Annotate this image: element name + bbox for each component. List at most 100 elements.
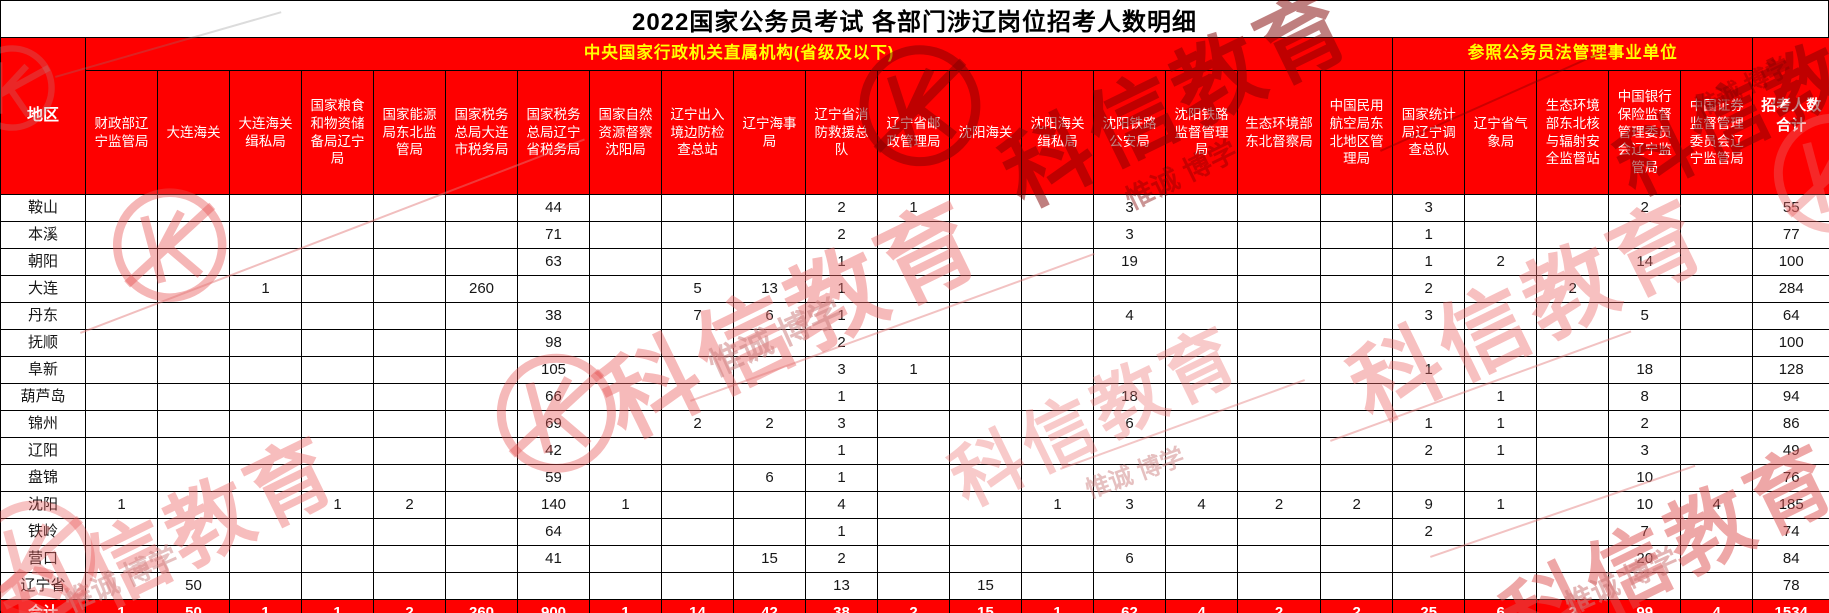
value-cell	[157, 275, 230, 303]
value-cell: 2	[1237, 599, 1321, 613]
value-cell	[445, 302, 518, 330]
value-cell	[949, 248, 1022, 276]
value-cell	[1680, 275, 1754, 303]
value-cell	[1319, 410, 1394, 438]
region-cell: 辽宁省	[0, 572, 86, 600]
value-cell: 8	[1608, 383, 1682, 411]
value-cell	[661, 194, 734, 222]
value-cell	[1319, 194, 1394, 222]
region-cell: 沈阳	[0, 491, 86, 519]
table-row: 沈阳 1 1 2 140 1 4 1 3 4 2 2 9 1 10 4 185	[0, 491, 1829, 519]
value-cell	[1536, 545, 1610, 573]
column-header: 沈阳海关	[949, 70, 1022, 195]
value-cell	[373, 329, 446, 357]
value-cell	[1536, 383, 1610, 411]
column-header: 辽宁出入境边防检查总站	[661, 70, 734, 195]
column-header: 辽宁海事局	[733, 70, 806, 195]
value-cell: 1	[805, 518, 878, 546]
column-header: 大连海关缉私局	[229, 70, 302, 195]
value-cell	[85, 356, 158, 384]
value-cell: 2	[1536, 275, 1610, 303]
value-cell	[1680, 410, 1754, 438]
value-cell	[661, 221, 734, 249]
recruitment-table: 地区 中央国家行政机关直属机构(省级及以下) 参照公务员法管理事业单位 招考人数…	[0, 37, 1829, 613]
value-cell	[733, 437, 806, 465]
value-cell	[229, 491, 302, 519]
row-total-cell: 100	[1752, 248, 1829, 276]
value-cell: 2	[661, 410, 734, 438]
value-cell	[1680, 518, 1754, 546]
value-cell	[445, 383, 518, 411]
value-cell: 2	[1536, 599, 1610, 613]
column-header: 沈阳海关缉私局	[1021, 70, 1094, 195]
value-cell	[877, 302, 950, 330]
value-cell	[301, 572, 374, 600]
value-cell	[661, 356, 734, 384]
value-cell	[661, 383, 734, 411]
value-cell	[1536, 302, 1610, 330]
value-cell	[1680, 221, 1754, 249]
value-cell	[949, 356, 1022, 384]
value-cell: 1	[301, 599, 374, 613]
value-cell	[517, 275, 590, 303]
value-cell	[301, 221, 374, 249]
value-cell	[1021, 275, 1094, 303]
value-cell: 2	[1392, 275, 1466, 303]
value-cell	[661, 437, 734, 465]
value-cell	[1680, 194, 1754, 222]
value-cell: 1	[805, 437, 878, 465]
value-cell: 44	[517, 194, 590, 222]
value-cell	[1319, 437, 1394, 465]
value-cell	[445, 572, 518, 600]
value-cell	[1680, 545, 1754, 573]
row-total-cell: 64	[1752, 302, 1829, 330]
value-cell	[229, 437, 302, 465]
value-cell	[1237, 383, 1321, 411]
value-cell	[1319, 302, 1394, 330]
value-cell	[1464, 518, 1538, 546]
value-cell	[85, 464, 158, 492]
value-cell	[1165, 221, 1238, 249]
value-cell: 2	[805, 221, 878, 249]
value-cell	[301, 518, 374, 546]
table-row: 辽宁省 50 13 15 78	[0, 572, 1829, 600]
value-cell	[1165, 329, 1238, 357]
value-cell	[1021, 518, 1094, 546]
value-cell	[1608, 329, 1682, 357]
table-row: 辽阳 42 1 2 1 3 49	[0, 437, 1829, 465]
value-cell: 1	[805, 248, 878, 276]
value-cell	[301, 383, 374, 411]
value-cell	[877, 437, 950, 465]
value-cell	[229, 356, 302, 384]
value-cell: 900	[517, 599, 590, 613]
value-cell	[229, 194, 302, 222]
column-header: 沈阳铁路监督管理局	[1165, 70, 1238, 195]
region-cell: 锦州	[0, 410, 86, 438]
value-cell: 42	[517, 437, 590, 465]
value-cell	[229, 545, 302, 573]
value-cell	[589, 545, 662, 573]
value-cell: 4	[1093, 302, 1166, 330]
value-cell: 3	[1093, 221, 1166, 249]
region-cell: 营口	[0, 545, 86, 573]
value-cell	[1319, 248, 1394, 276]
value-cell: 1	[1021, 491, 1094, 519]
value-cell	[1536, 464, 1610, 492]
value-cell	[733, 194, 806, 222]
value-cell	[1608, 221, 1682, 249]
table-row: 本溪 71 2 3 1 77	[0, 221, 1829, 249]
table-row: 营口 41 15 2 6 20 84	[0, 545, 1829, 573]
value-cell	[445, 221, 518, 249]
column-header: 辽宁省邮政管理局	[877, 70, 950, 195]
value-cell	[1021, 410, 1094, 438]
value-cell	[1536, 518, 1610, 546]
value-cell: 2	[805, 329, 878, 357]
value-cell	[733, 572, 806, 600]
value-cell: 20	[1608, 545, 1682, 573]
value-cell	[1165, 572, 1238, 600]
value-cell	[661, 545, 734, 573]
value-cell: 63	[517, 248, 590, 276]
value-cell	[445, 491, 518, 519]
value-cell: 2	[877, 599, 950, 613]
value-cell	[1237, 302, 1321, 330]
